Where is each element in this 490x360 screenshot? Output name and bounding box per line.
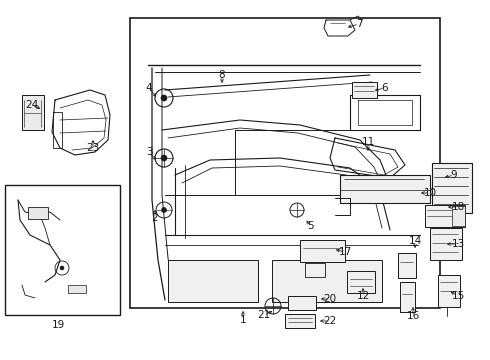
Text: 13: 13	[451, 239, 465, 249]
Bar	[5, 185, 120, 315]
Text: 20: 20	[323, 294, 337, 304]
Bar	[22, 95, 44, 130]
Circle shape	[161, 95, 167, 101]
Text: 12: 12	[356, 291, 369, 301]
Bar	[272, 260, 382, 302]
Text: 1: 1	[240, 315, 246, 325]
Text: 14: 14	[408, 236, 421, 246]
Text: 8: 8	[219, 70, 225, 80]
Bar	[340, 175, 430, 203]
Text: 6: 6	[382, 83, 388, 93]
Bar	[425, 205, 465, 227]
Text: 7: 7	[356, 19, 362, 29]
Text: 21: 21	[257, 310, 270, 320]
Bar	[438, 275, 460, 307]
Bar	[398, 253, 416, 278]
Text: 17: 17	[339, 247, 352, 257]
Text: 24: 24	[25, 100, 39, 110]
Bar	[300, 240, 345, 262]
Bar	[28, 207, 48, 219]
Bar	[347, 271, 375, 293]
Bar	[430, 228, 462, 260]
Bar	[432, 163, 472, 213]
Text: 4: 4	[146, 83, 152, 93]
Text: 19: 19	[51, 320, 65, 330]
Text: 2: 2	[152, 213, 158, 223]
Bar	[452, 206, 465, 226]
Text: 11: 11	[362, 137, 375, 147]
Bar	[68, 285, 86, 293]
Circle shape	[161, 155, 167, 161]
Circle shape	[162, 207, 167, 212]
Text: 22: 22	[323, 316, 337, 326]
Text: 3: 3	[146, 147, 152, 157]
Bar	[305, 263, 325, 277]
Bar	[130, 18, 440, 308]
Bar	[352, 82, 377, 98]
Text: 5: 5	[307, 221, 313, 231]
Bar	[285, 314, 315, 328]
Text: 15: 15	[451, 291, 465, 301]
Text: 18: 18	[451, 202, 465, 212]
Text: 10: 10	[423, 188, 437, 198]
Text: 23: 23	[86, 143, 99, 153]
Circle shape	[60, 266, 64, 270]
Text: 9: 9	[451, 170, 457, 180]
Bar	[400, 282, 415, 312]
Bar	[288, 296, 316, 310]
Bar	[168, 260, 258, 302]
Text: 16: 16	[406, 311, 419, 321]
